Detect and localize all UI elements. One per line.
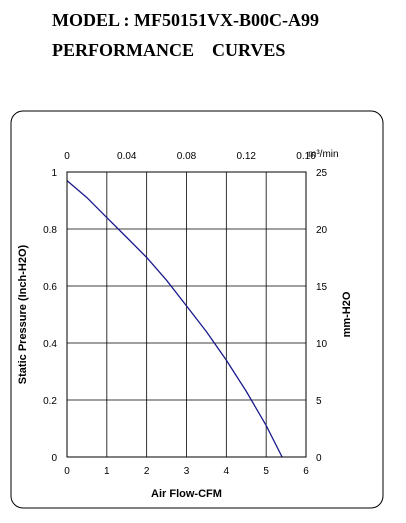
plot-border — [66, 171, 307, 458]
y2-tick-label: 20 — [316, 225, 328, 236]
y2-tick-label: 0 — [316, 453, 322, 464]
y2-tick-label: 15 — [316, 282, 328, 293]
y-tick-label: 0.2 — [43, 396, 57, 407]
x-tick-label: 1 — [104, 466, 110, 477]
y2-tick-label: 10 — [316, 339, 328, 350]
chart-frame — [10, 110, 384, 509]
x-tick-label: 3 — [184, 466, 190, 477]
y-tick-label: 1 — [51, 168, 57, 179]
series-line — [66, 180, 283, 458]
x-tick-label: 4 — [224, 466, 230, 477]
x-tick-label: 2 — [144, 466, 150, 477]
model-title: MODEL : MF50151VX-B00C-A99 — [52, 10, 319, 30]
y-tick-label: 0.8 — [43, 225, 57, 236]
y-tick-label: 0.6 — [43, 282, 57, 293]
x2-tick-label: 0 — [64, 151, 70, 162]
x2-tick-label: 0.16 — [296, 151, 316, 162]
x-axis-label: Air Flow-CFM — [151, 488, 222, 500]
y2-tick-label: 5 — [316, 396, 322, 407]
y-axis-label: Static Pressure (Inch-H2O) — [17, 244, 29, 384]
performance-subtitle: PERFORMANCE CURVES — [52, 40, 286, 60]
x2-tick-label: 0.08 — [177, 151, 197, 162]
x-tick-label: 0 — [64, 466, 70, 477]
x-tick-label: 6 — [303, 466, 309, 477]
y-tick-label: 0.4 — [43, 339, 57, 350]
x2-axis-unit-label: m³/min — [308, 149, 339, 160]
x2-tick-label: 0.04 — [117, 151, 137, 162]
y2-tick-label: 25 — [316, 168, 328, 179]
x2-tick-label: 0.12 — [237, 151, 257, 162]
y2-axis-label: mm-H2O — [341, 291, 353, 337]
y-tick-label: 0 — [51, 453, 57, 464]
x-tick-label: 5 — [263, 466, 269, 477]
